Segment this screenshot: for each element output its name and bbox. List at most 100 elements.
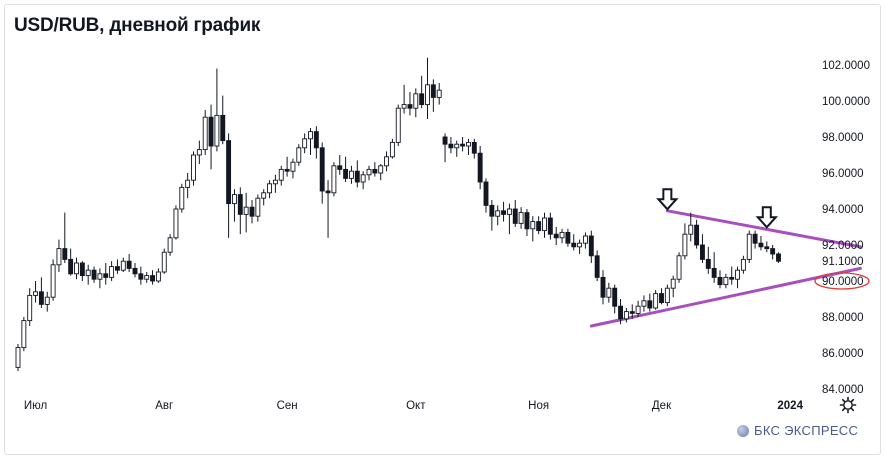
- candle: [419, 75, 425, 109]
- candle-body: [471, 141, 477, 154]
- candle: [360, 171, 366, 190]
- candle-body: [489, 204, 495, 217]
- candle-body: [735, 269, 740, 280]
- candle-body: [583, 235, 588, 244]
- trendline[interactable]: [665, 209, 862, 249]
- candle-body: [430, 84, 436, 98]
- candle-body: [588, 235, 594, 257]
- candle: [512, 200, 518, 227]
- candle: [711, 252, 717, 283]
- candle: [79, 261, 85, 281]
- candle-body: [372, 168, 378, 174]
- candle: [542, 212, 547, 238]
- candle: [319, 142, 325, 204]
- candle: [483, 178, 489, 213]
- candle: [302, 133, 308, 154]
- candle-body: [553, 233, 559, 239]
- candle: [436, 83, 442, 105]
- candle-body: [313, 131, 319, 149]
- candle-body: [243, 206, 249, 215]
- candle: [38, 277, 44, 308]
- candle-body: [547, 217, 553, 235]
- candle: [442, 133, 448, 163]
- y-tick-label: 92.0000: [822, 240, 864, 252]
- candle-body: [191, 154, 196, 181]
- candle: [313, 126, 319, 159]
- x-tick-label: Ноя: [528, 400, 549, 412]
- candle-body: [331, 165, 337, 194]
- candle: [196, 140, 202, 164]
- candle: [618, 299, 623, 325]
- candle-body: [659, 293, 664, 304]
- candle: [103, 263, 109, 285]
- candle-body: [495, 210, 501, 217]
- candle-body: [150, 275, 156, 282]
- candle: [623, 308, 629, 323]
- candle: [354, 160, 360, 188]
- candle-body: [688, 224, 694, 235]
- candle: [401, 84, 407, 114]
- candle-body: [506, 208, 512, 215]
- candle: [243, 192, 249, 233]
- candle-body: [623, 311, 629, 320]
- candle-body: [167, 237, 173, 253]
- candle: [220, 95, 226, 145]
- candle: [583, 232, 588, 249]
- candle-body: [343, 168, 349, 179]
- candle-body: [752, 233, 758, 244]
- candle: [161, 248, 167, 274]
- candle: [553, 227, 559, 245]
- candle: [606, 282, 612, 303]
- candle-body: [354, 170, 360, 183]
- candle-body: [349, 170, 354, 179]
- brand-name: БКС ЭКСПРЕСС: [754, 423, 859, 438]
- candle: [536, 216, 542, 235]
- candle-body: [109, 266, 115, 278]
- candle-body: [436, 89, 442, 98]
- candle-body: [594, 255, 600, 278]
- candle: [407, 92, 413, 116]
- candle-body: [38, 291, 44, 305]
- candle-body: [255, 197, 261, 217]
- y-tick-label: 100.0000: [822, 96, 870, 108]
- candle: [68, 248, 74, 276]
- candle-body: [44, 296, 50, 305]
- candle: [647, 293, 653, 312]
- candle: [489, 200, 495, 231]
- candle: [518, 207, 524, 229]
- candle-body: [126, 260, 132, 269]
- candle-body: [85, 269, 91, 277]
- candle: [337, 155, 343, 175]
- candle-body: [33, 291, 38, 296]
- candle-body: [512, 208, 518, 224]
- candle: [231, 189, 237, 222]
- y-tick-label: 90.0000: [822, 276, 864, 288]
- candle-body: [629, 311, 635, 314]
- candle: [62, 212, 68, 263]
- candle: [278, 165, 284, 186]
- candle-body: [319, 147, 325, 192]
- candle-body: [770, 248, 776, 255]
- candle: [284, 156, 290, 177]
- candle-body: [384, 156, 389, 167]
- candle: [33, 281, 38, 303]
- y-tick-label: 102.0000: [822, 60, 870, 72]
- candle: [114, 259, 120, 274]
- candle-body: [618, 305, 623, 320]
- candle: [249, 200, 255, 224]
- candle: [635, 300, 641, 317]
- candle: [202, 110, 208, 155]
- candle-body: [565, 231, 571, 244]
- candle-body: [635, 305, 641, 314]
- settings-gear-icon[interactable]: [839, 396, 857, 414]
- trendline[interactable]: [589, 266, 862, 328]
- candle: [150, 270, 156, 285]
- candle-body: [466, 141, 471, 147]
- candle-body: [454, 143, 460, 149]
- x-tick-label: Июл: [24, 400, 47, 412]
- candle-body: [401, 104, 407, 109]
- candle: [85, 264, 91, 285]
- candle: [208, 104, 214, 170]
- candle: [331, 162, 337, 197]
